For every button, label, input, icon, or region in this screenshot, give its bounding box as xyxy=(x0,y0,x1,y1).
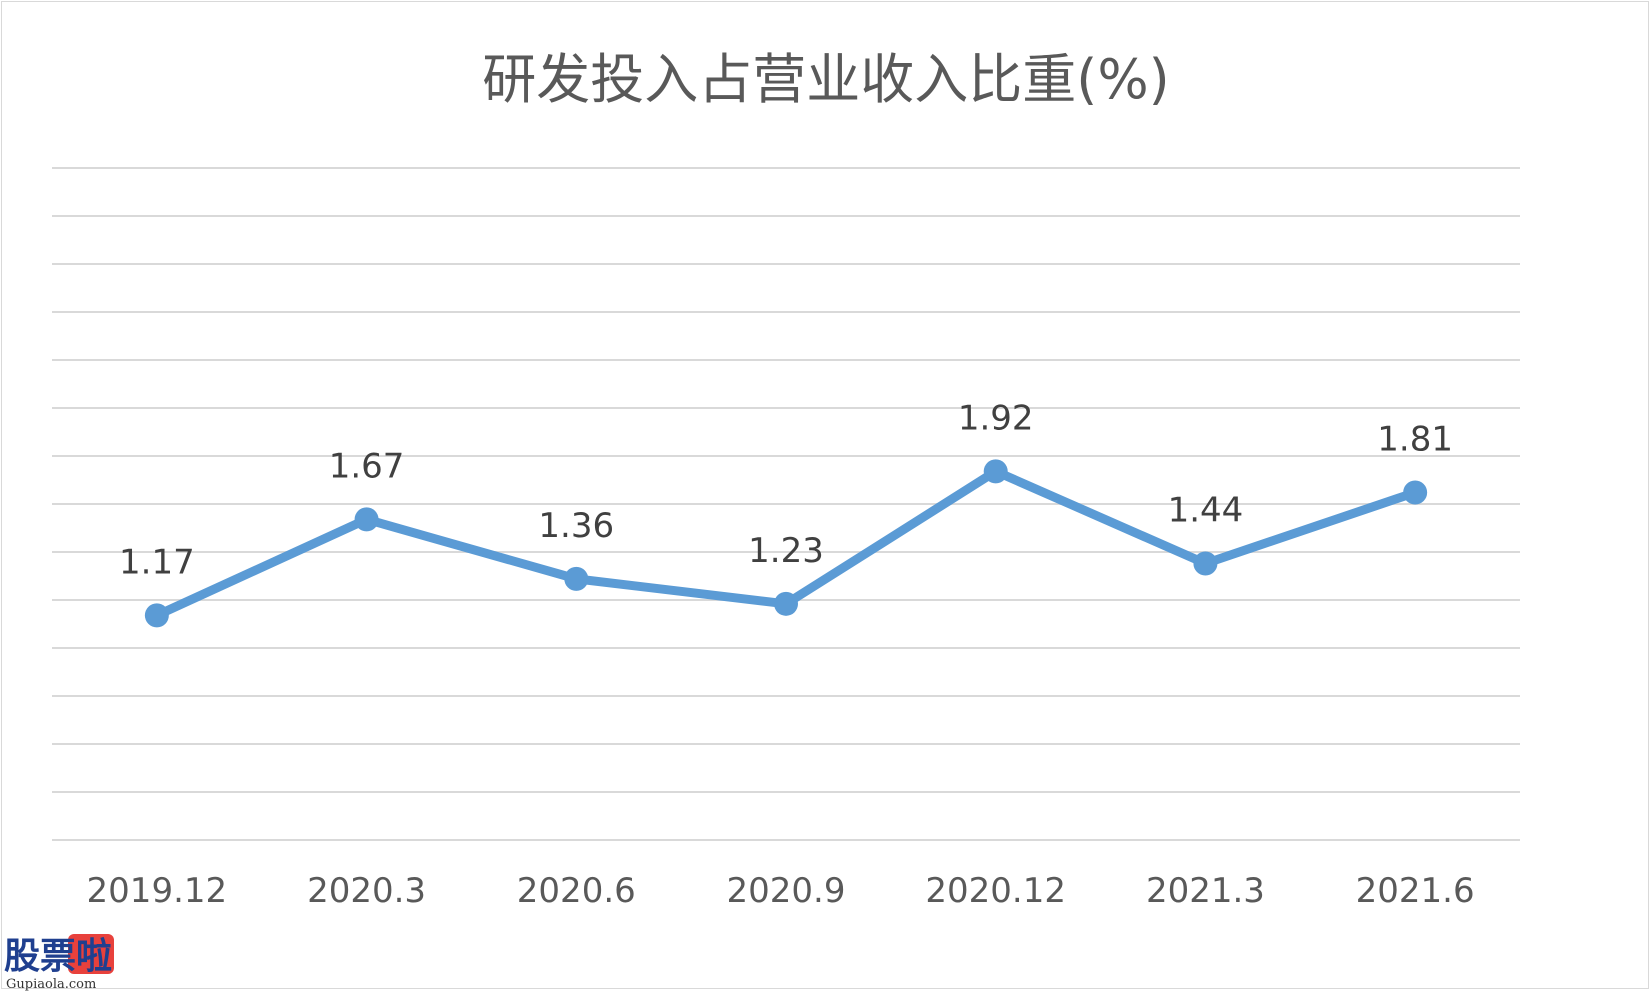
watermark-logo-text: 股票啦 xyxy=(4,936,112,977)
watermark-badge-icon xyxy=(68,934,114,974)
chart-title: 研发投入占营业收入比重(%) xyxy=(482,48,1169,111)
data-point xyxy=(1403,480,1428,505)
x-tick-label: 2020.6 xyxy=(517,871,636,911)
data-point xyxy=(983,459,1008,484)
x-tick-label: 2020.9 xyxy=(727,871,846,911)
x-tick-label: 2019.12 xyxy=(87,871,228,911)
x-tick-label: 2020.3 xyxy=(307,871,426,911)
data-label: 1.92 xyxy=(958,398,1034,438)
data-label: 1.81 xyxy=(1377,419,1453,459)
data-label: 1.23 xyxy=(748,531,824,571)
data-label: 1.17 xyxy=(119,542,195,582)
x-tick-label: 2021.3 xyxy=(1146,871,1265,911)
x-axis-ticks: 2019.12 2020.3 2020.6 2020.9 2020.12 2021.3 20… xyxy=(87,871,1475,911)
data-label: 1.36 xyxy=(538,506,614,546)
data-label: 1.44 xyxy=(1168,491,1244,531)
data-point xyxy=(144,603,169,628)
x-tick-label: 2020.12 xyxy=(925,871,1066,911)
data-point xyxy=(354,507,379,532)
data-points xyxy=(144,459,1428,628)
data-labels: 1.17 1.67 1.36 1.23 1.92 1.44 1.81 xyxy=(119,398,1453,582)
x-tick-label: 2021.6 xyxy=(1356,871,1475,911)
grid-lines xyxy=(52,167,1520,841)
watermark-site-text: Gupiaola.com xyxy=(6,977,96,992)
data-label: 1.67 xyxy=(329,446,405,486)
data-point xyxy=(564,566,589,591)
watermark-logo: 股票啦 Gupiaola.com xyxy=(2,932,118,992)
data-point xyxy=(774,591,798,616)
data-point xyxy=(1193,551,1218,576)
